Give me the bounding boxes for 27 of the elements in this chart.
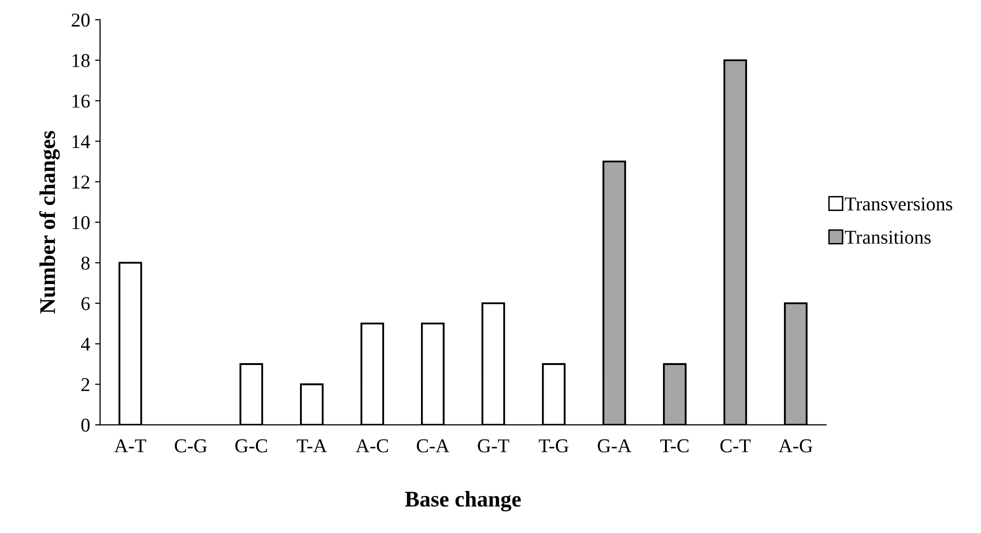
legend-label: Transitions — [844, 230, 931, 244]
x-tick-label: G-A — [598, 439, 632, 452]
x-tick-label: T-G — [538, 439, 568, 452]
x-tick-label: T-A — [296, 439, 327, 452]
y-tick-label: 6 — [81, 297, 90, 310]
y-tick-label: 4 — [80, 338, 90, 351]
y-tick-label: 8 — [81, 256, 90, 270]
x-tick-label: C-T — [720, 439, 751, 452]
x-tick-label: G-C — [235, 439, 267, 452]
legend-label: Transversions — [844, 197, 952, 211]
y-axis-title: Number of changes — [39, 131, 60, 314]
y-tick-label: 20 — [72, 14, 90, 27]
x-axis-title: Base change — [405, 491, 521, 512]
y-tick-label: 14 — [72, 135, 90, 148]
y-tick-label: 0 — [81, 418, 90, 432]
x-tick-label: A-T — [114, 439, 146, 452]
y-tick-label: 18 — [72, 54, 90, 68]
x-tick-label: C-A — [416, 439, 450, 452]
y-tick-label: 10 — [72, 216, 90, 230]
x-tick-label: G-T — [478, 439, 510, 452]
x-tick-label: C-G — [174, 439, 207, 452]
x-tick-label: A-G — [778, 439, 812, 452]
y-tick-label: 2 — [81, 378, 90, 392]
y-tick-label: 16 — [72, 94, 90, 108]
x-tick-label: T-C — [660, 439, 688, 452]
y-tick-label: 12 — [72, 176, 90, 188]
x-tick-label: A-C — [356, 439, 388, 452]
